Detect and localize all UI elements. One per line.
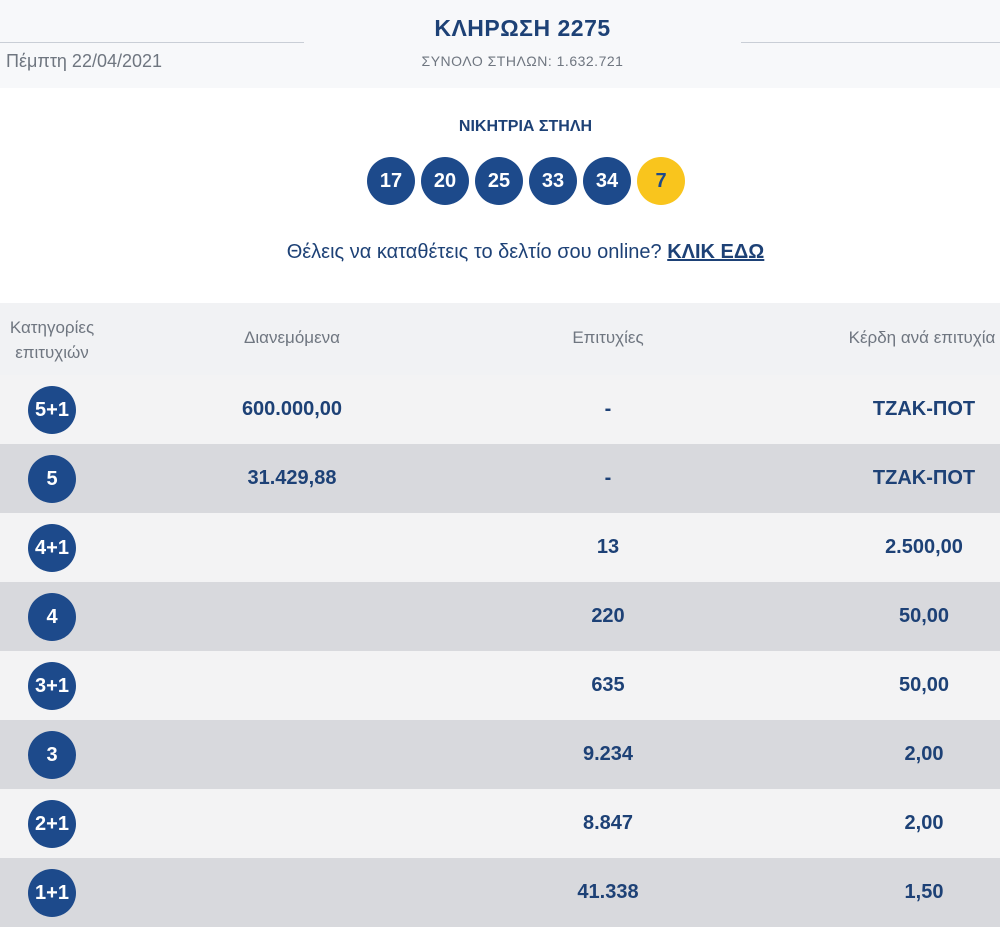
table-row: 3 9.234 2,00	[0, 720, 1000, 789]
table-row: 5 31.429,88 - ΤΖΑΚ-ΠΟΤ	[0, 444, 1000, 513]
number-ball: 25	[475, 157, 523, 205]
prize-cell: 2,00	[904, 743, 944, 765]
table-row: 5+1 600.000,00 - ΤΖΑΚ-ΠΟΤ	[0, 375, 1000, 444]
distributed-cell: 31.429,88	[247, 467, 337, 489]
prize-cell: 2,00	[904, 812, 944, 834]
category-badge: 5+1	[28, 386, 76, 434]
category-badge: 4	[28, 593, 76, 641]
total-columns: ΣΥΝΟΛΟ ΣΤΗΛΩΝ: 1.632.721	[421, 53, 624, 69]
prize-cell: ΤΖΑΚ-ΠΟΤ	[872, 467, 976, 489]
bonus-ball: 7	[637, 157, 685, 205]
table-row: 4+1 13 2.500,00	[0, 513, 1000, 582]
prize-cell: 50,00	[898, 605, 950, 627]
wins-cell: 41.338	[577, 881, 639, 903]
draw-header: Πέμπτη 22/04/2021 ΚΛΗΡΩΣΗ 2275 ΣΥΝΟΛΟ ΣΤ…	[0, 0, 1000, 88]
prize-cell: 2.500,00	[885, 536, 963, 558]
number-ball: 17	[367, 157, 415, 205]
table-row: 3+1 635 50,00	[0, 651, 1000, 720]
number-ball: 34	[583, 157, 631, 205]
table-row: 2+1 8.847 2,00	[0, 789, 1000, 858]
category-badge: 2+1	[28, 800, 76, 848]
prize-cell: 50,00	[898, 674, 950, 696]
header-divider-left	[0, 42, 304, 43]
prize-table: Κατηγορίες επιτυχιών Διανεμόμενα Επιτυχί…	[0, 303, 1000, 927]
wins-cell: 8.847	[582, 812, 634, 834]
number-ball: 33	[529, 157, 577, 205]
wins-cell: 635	[591, 674, 625, 696]
table-row: 4 220 50,00	[0, 582, 1000, 651]
header-prize-per-win: Κέρδη ανά επιτυχία	[848, 328, 996, 347]
category-badge: 5	[28, 455, 76, 503]
header-categories: Κατηγορίες επιτυχιών	[9, 318, 95, 362]
table-row: 1+1 41.338 1,50	[0, 858, 1000, 927]
draw-title: ΚΛΗΡΩΣΗ 2275	[434, 15, 611, 41]
winning-numbers: 17 20 25 33 34 7	[367, 157, 685, 205]
draw-date: Πέμπτη 22/04/2021	[6, 51, 163, 71]
category-badge: 1+1	[28, 869, 76, 917]
category-badge: 3+1	[28, 662, 76, 710]
online-ticket-prompt: Θέλεις να καταθέτεις το δελτίο σου onlin…	[0, 241, 1000, 264]
header-divider-right	[741, 42, 1000, 43]
wins-cell: 220	[591, 605, 625, 627]
distributed-cell: 600.000,00	[241, 398, 343, 420]
wins-cell: -	[604, 398, 612, 420]
category-badge: 3	[28, 731, 76, 779]
number-ball: 20	[421, 157, 469, 205]
header-distributed: Διανεμόμενα	[244, 328, 340, 347]
winning-column-label: ΝΙΚΗΤΡΙΑ ΣΤΗΛΗ	[458, 118, 593, 135]
table-header: Κατηγορίες επιτυχιών Διανεμόμενα Επιτυχί…	[0, 303, 1000, 375]
prize-cell: ΤΖΑΚ-ΠΟΤ	[872, 398, 976, 420]
online-ticket-text: Θέλεις να καταθέτεις το δελτίο σου onlin…	[286, 241, 668, 263]
wins-cell: 13	[596, 536, 620, 558]
wins-cell: -	[604, 467, 612, 489]
header-wins: Επιτυχίες	[572, 328, 644, 347]
prize-cell: 1,50	[904, 881, 944, 903]
click-here-link[interactable]: ΚΛΙΚ ΕΔΩ	[667, 241, 765, 263]
category-badge: 4+1	[28, 524, 76, 572]
wins-cell: 9.234	[582, 743, 634, 765]
